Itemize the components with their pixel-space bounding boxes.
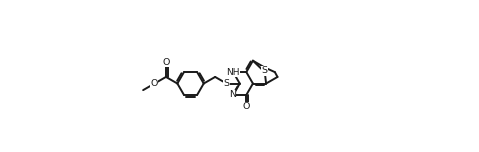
Text: S: S: [262, 66, 268, 75]
Text: NH: NH: [227, 68, 240, 77]
Text: O: O: [243, 102, 250, 111]
Text: S: S: [224, 79, 229, 88]
Text: O: O: [162, 58, 170, 67]
Text: N: N: [229, 90, 236, 99]
Text: O: O: [150, 79, 158, 88]
